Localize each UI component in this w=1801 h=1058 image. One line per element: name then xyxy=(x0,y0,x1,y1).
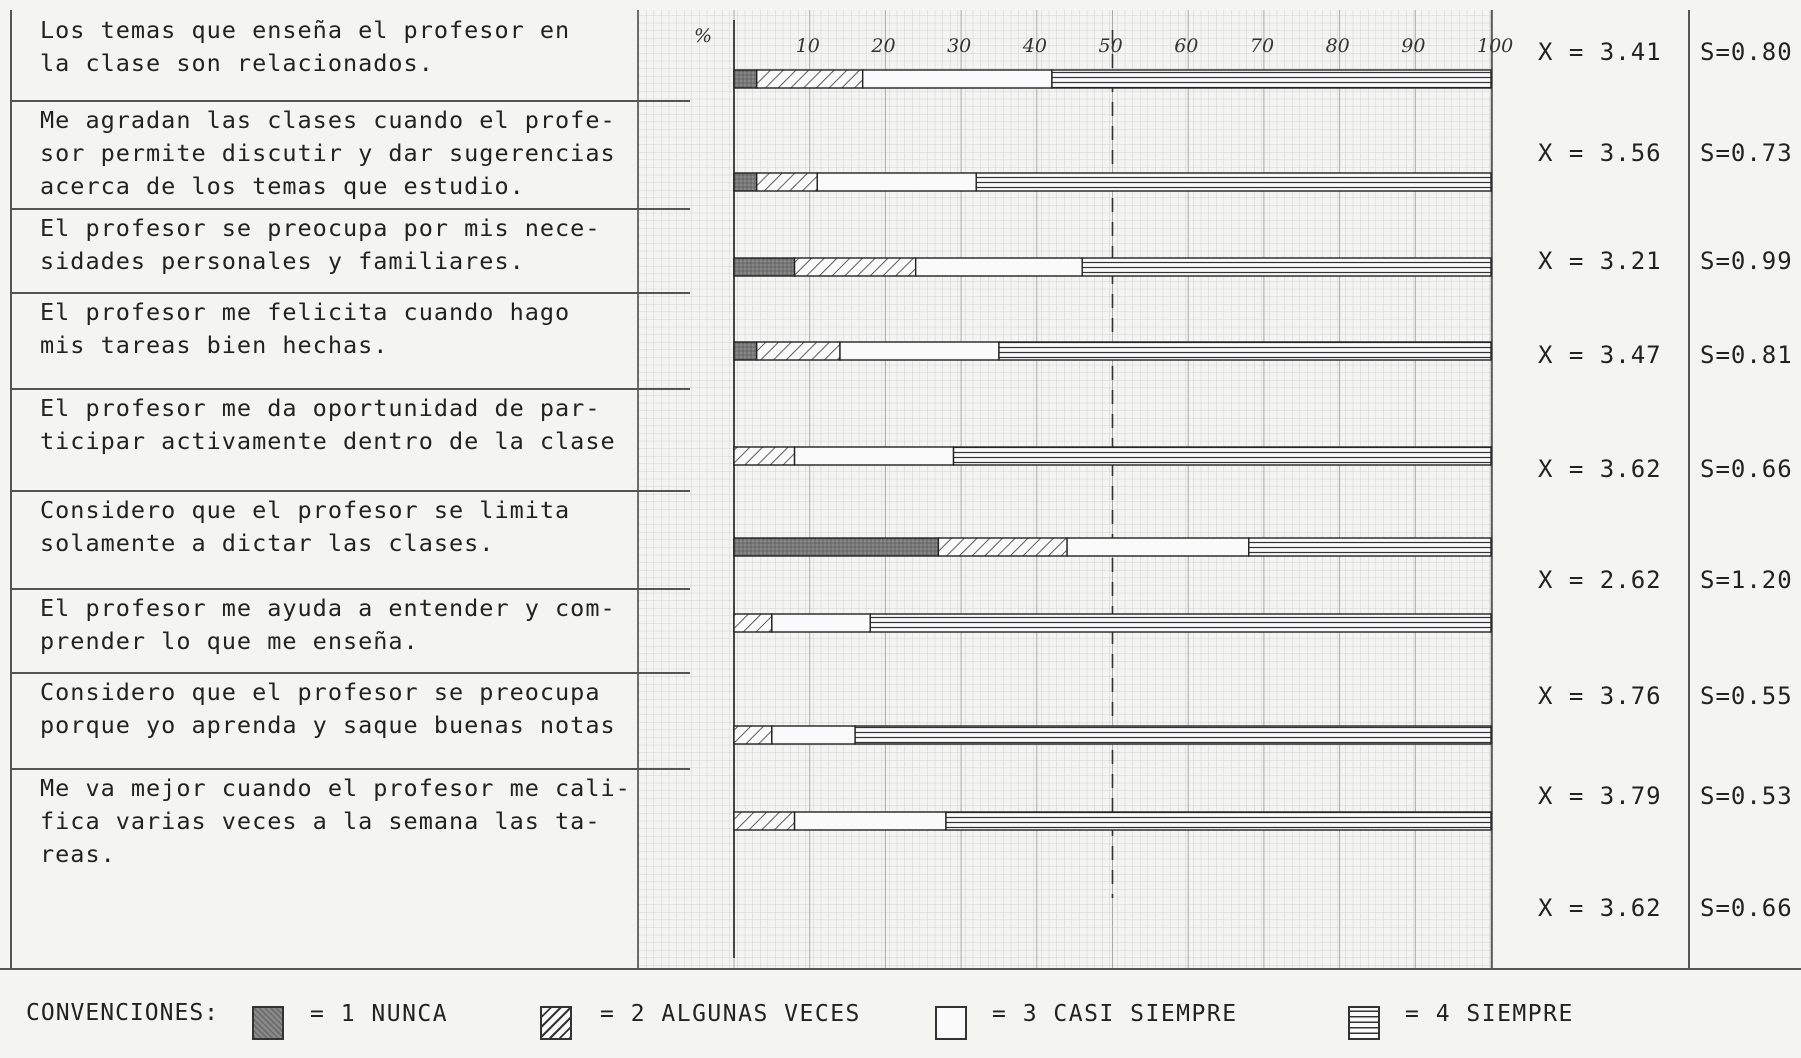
question-text: Considero que el profesor se limita sola… xyxy=(40,496,571,557)
mean-value: X = 3.62 xyxy=(1538,894,1662,922)
x-tick-label: 10 xyxy=(796,35,820,57)
bar-segment-blank xyxy=(914,257,1083,277)
legend-swatch-horizontal xyxy=(1348,1006,1380,1040)
question-text: El profesor se preocupa por mis nece- si… xyxy=(40,214,601,275)
bar-segment-diagonal xyxy=(756,341,841,361)
mean-value: X = 3.56 xyxy=(1538,139,1662,167)
bar-segment-diagonal xyxy=(733,811,796,831)
legend-swatch-diagonal xyxy=(540,1006,572,1040)
bar-segment-horizontal xyxy=(1248,537,1492,557)
question-text: El profesor me ayuda a entender y com- p… xyxy=(40,594,616,655)
table-bottom-border xyxy=(0,968,1801,970)
x-tick-label: 60 xyxy=(1174,35,1198,57)
bar-segment-diagonal xyxy=(793,257,917,277)
legend-label: = 1 NUNCA xyxy=(310,1001,449,1027)
legend-label: = 3 CASI SIEMPRE xyxy=(992,1001,1238,1027)
table-left-border xyxy=(10,10,12,968)
x-tick-label: 30 xyxy=(947,35,971,57)
sd-value: S=0.55 xyxy=(1700,682,1793,710)
x-tick-label: 80 xyxy=(1326,35,1350,57)
row-divider xyxy=(10,292,690,294)
row-divider xyxy=(10,588,690,590)
row-divider xyxy=(10,768,690,770)
sd-value: S=1.20 xyxy=(1700,566,1793,594)
bar-segment-dark xyxy=(733,172,758,192)
sd-value: S=0.53 xyxy=(1700,782,1793,810)
x-tick-label: 20 xyxy=(870,35,895,57)
bar-segment-horizontal xyxy=(854,725,1492,745)
sd-value: S=0.80 xyxy=(1700,38,1793,66)
x-tick-label: 50 xyxy=(1099,35,1123,57)
bar-segment-blank xyxy=(839,341,1000,361)
bar-segment-diagonal xyxy=(733,613,773,633)
mean-value: X = 3.79 xyxy=(1538,782,1662,810)
question-text: El profesor me felicita cuando hago mis … xyxy=(40,298,571,359)
bar-segment-diagonal xyxy=(733,725,773,745)
bar-segment-blank xyxy=(793,811,947,831)
bar-segment-blank xyxy=(793,446,955,466)
bar-segment-horizontal xyxy=(975,172,1492,192)
bar-segment-horizontal xyxy=(1081,257,1492,277)
question-text: Me agradan las clases cuando el profe- s… xyxy=(40,106,616,200)
legend-swatch-blank xyxy=(935,1006,967,1040)
bar-segment-blank xyxy=(861,69,1053,89)
mean-value: X = 3.41 xyxy=(1538,38,1662,66)
sd-value: S=0.81 xyxy=(1700,341,1793,369)
legend-swatch-dark xyxy=(252,1006,284,1040)
bar-segment-dark xyxy=(733,69,758,89)
bar-segment-blank xyxy=(1066,537,1250,557)
x-tick-label: 90 xyxy=(1401,35,1425,57)
bar-segment-dark xyxy=(733,537,940,557)
mean-value: X = 3.62 xyxy=(1538,455,1662,483)
sd-value: S=0.99 xyxy=(1700,247,1793,275)
bar-segment-dark xyxy=(733,257,796,277)
bar-segment-horizontal xyxy=(1051,69,1492,89)
sd-value: S=0.66 xyxy=(1700,894,1793,922)
stats-divider xyxy=(1688,10,1690,968)
row-divider xyxy=(10,388,690,390)
mean-value: X = 2.62 xyxy=(1538,566,1662,594)
grid-background xyxy=(638,10,1492,968)
row-divider xyxy=(10,490,690,492)
row-divider xyxy=(10,100,690,102)
bar-segment-diagonal xyxy=(937,537,1068,557)
bar-segment-blank xyxy=(816,172,977,192)
legend-title: CONVENCIONES: xyxy=(26,1000,220,1026)
bar-segment-blank xyxy=(771,613,871,633)
sd-value: S=0.73 xyxy=(1700,139,1793,167)
question-text: Los temas que enseña el profesor en la c… xyxy=(40,16,571,77)
x-axis-label: % xyxy=(694,25,712,47)
x-tick-label: 40 xyxy=(1022,35,1047,57)
question-text: Me va mejor cuando el profesor me cali- … xyxy=(40,774,631,868)
row-divider xyxy=(10,208,690,210)
bar-segment-horizontal xyxy=(945,811,1492,831)
bar-segment-horizontal xyxy=(869,613,1492,633)
row-divider xyxy=(10,672,690,674)
question-text: Considero que el profesor se preocupa po… xyxy=(40,678,616,739)
x-tick-label: 70 xyxy=(1250,35,1274,57)
bar-segment-diagonal xyxy=(756,69,864,89)
bar-segment-blank xyxy=(771,725,856,745)
mean-value: X = 3.47 xyxy=(1538,341,1662,369)
bar-segment-dark xyxy=(733,341,758,361)
bar-segment-diagonal xyxy=(756,172,818,192)
bar-segment-horizontal xyxy=(952,446,1492,466)
sd-value: S=0.66 xyxy=(1700,455,1793,483)
x-tick-label: 100 xyxy=(1477,35,1513,57)
legend-label: = 4 SIEMPRE xyxy=(1405,1001,1574,1027)
legend-label: = 2 ALGUNAS VECES xyxy=(600,1001,861,1027)
bar-segment-horizontal xyxy=(998,341,1492,361)
mean-value: X = 3.21 xyxy=(1538,247,1662,275)
bar-segment-diagonal xyxy=(733,446,796,466)
mean-value: X = 3.76 xyxy=(1538,682,1662,710)
question-text: El profesor me da oportunidad de par- ti… xyxy=(40,394,616,455)
